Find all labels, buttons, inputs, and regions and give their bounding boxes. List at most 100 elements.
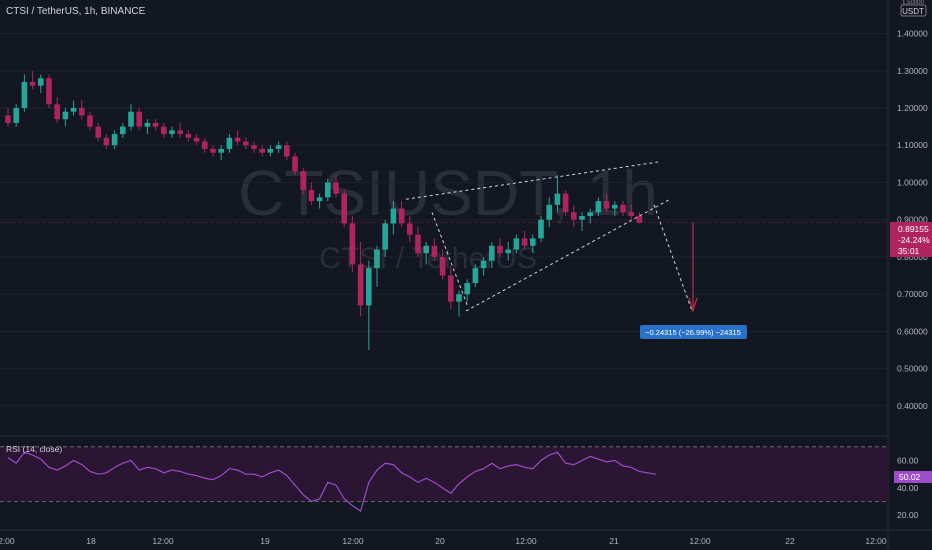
candle-body xyxy=(29,81,36,86)
wedge-upper-line[interactable] xyxy=(405,161,659,200)
candle-body xyxy=(628,212,634,216)
candle-body xyxy=(103,137,110,146)
candle-body xyxy=(579,216,585,220)
candle-body xyxy=(21,81,28,108)
candle-body xyxy=(111,134,118,146)
candle-body xyxy=(38,78,44,86)
candle-body xyxy=(382,223,388,250)
candle-body xyxy=(251,145,257,149)
candle-body xyxy=(456,294,462,302)
candle-body xyxy=(374,249,380,269)
measure-arrow-head xyxy=(688,297,698,313)
candle-body xyxy=(275,145,282,149)
candle-body xyxy=(185,134,192,138)
candle-body xyxy=(407,223,413,235)
candle-body xyxy=(554,193,561,205)
candle-body xyxy=(521,238,528,246)
candle-body xyxy=(349,223,356,265)
candle-body xyxy=(292,156,298,172)
candle-body xyxy=(341,193,347,224)
candle-body xyxy=(587,212,593,216)
candle-body xyxy=(300,171,306,190)
price-tag-countdown: 35:01 xyxy=(898,246,920,256)
candle-body xyxy=(13,108,19,123)
candle-body xyxy=(234,137,241,142)
measure-label[interactable]: −0.24315 (−26.99%) −24315 xyxy=(645,328,741,337)
candle-series xyxy=(5,70,643,351)
candle-body xyxy=(439,256,446,276)
candle-body xyxy=(210,148,216,153)
candle-body xyxy=(530,238,536,246)
wedge-entry-line[interactable] xyxy=(431,212,469,308)
price-tick-label: 1.20000 xyxy=(897,103,928,113)
candle-body xyxy=(636,216,643,223)
candle-body xyxy=(505,249,511,254)
wedge-lower-line[interactable] xyxy=(465,198,671,312)
time-tick-label: 12:00 xyxy=(515,536,537,546)
time-tick-label: 19 xyxy=(260,536,270,546)
candle-body xyxy=(136,111,142,127)
candle-body xyxy=(218,148,224,153)
candle-body xyxy=(562,193,569,213)
scale-mode-label: 1.50000 xyxy=(902,0,924,6)
price-tick-label: 0.40000 xyxy=(897,401,928,411)
rsi-value-label: 50.02 xyxy=(899,472,921,482)
candle-body xyxy=(489,245,495,261)
candle-body xyxy=(152,122,159,127)
candle-body xyxy=(177,130,183,135)
candle-body xyxy=(169,130,175,135)
candle-body xyxy=(54,104,60,120)
candle-body xyxy=(70,108,77,112)
candle-body xyxy=(267,148,274,153)
candle-body xyxy=(513,238,520,250)
rsi-value-box xyxy=(894,471,932,483)
candle-body xyxy=(390,208,397,224)
candle-body xyxy=(226,137,233,149)
candle-body xyxy=(259,148,265,153)
candle-body xyxy=(95,126,101,138)
candle-body xyxy=(472,268,479,284)
candle-body xyxy=(480,260,487,269)
candle-body xyxy=(161,126,167,135)
candle-body xyxy=(464,283,470,295)
candle-body xyxy=(62,111,69,120)
rsi-title[interactable]: RSI (14, close) xyxy=(6,444,62,454)
rsi-tick-label: 60.00 xyxy=(897,456,919,466)
candle-body xyxy=(128,111,134,127)
price-tag-price: 0.89155 xyxy=(898,224,929,234)
candle-body xyxy=(202,141,208,149)
candle-body xyxy=(243,141,249,146)
candle-body xyxy=(144,122,151,127)
candle-body xyxy=(571,212,577,220)
price-tick-label: 1.30000 xyxy=(897,66,928,76)
price-tick-label: 1.10000 xyxy=(897,140,928,150)
candle-body xyxy=(415,234,421,254)
time-tick-label: 21 xyxy=(609,536,619,546)
time-tick-label: 20 xyxy=(435,536,445,546)
price-grid xyxy=(0,33,888,407)
time-tick-label: 18 xyxy=(86,536,96,546)
candle-body xyxy=(603,201,610,209)
symbol-title[interactable]: CTSI / TetherUS, 1h, BINANCE xyxy=(6,6,146,17)
time-tick-label: 12:00 xyxy=(152,536,174,546)
projection-line[interactable] xyxy=(653,204,693,312)
price-tick-label: 0.90000 xyxy=(897,215,928,225)
rsi-panel[interactable]: 60.00 40.00 20.00 xyxy=(0,435,919,520)
candle-body xyxy=(366,268,372,306)
candle-body xyxy=(308,189,315,202)
currency-badge[interactable]: USDT xyxy=(902,7,924,16)
time-tick-label: 12:00 xyxy=(342,536,364,546)
currency-badge-box xyxy=(900,4,927,17)
candle-body xyxy=(357,264,364,306)
time-tick-label: 12:00 xyxy=(689,536,711,546)
time-axis[interactable]: 12:00 18 12:00 19 12:00 20 12:00 21 12:00 22 12:00 xyxy=(0,529,932,546)
price-tick-label: 0.50000 xyxy=(897,364,928,374)
candle-body xyxy=(620,204,626,213)
candle-body xyxy=(431,245,438,257)
candle-body xyxy=(284,145,290,157)
candle-body xyxy=(325,182,331,198)
pattern-drawings[interactable] xyxy=(405,161,698,313)
rsi-tick-label: 40.00 xyxy=(897,483,919,493)
candle-body xyxy=(448,275,454,302)
